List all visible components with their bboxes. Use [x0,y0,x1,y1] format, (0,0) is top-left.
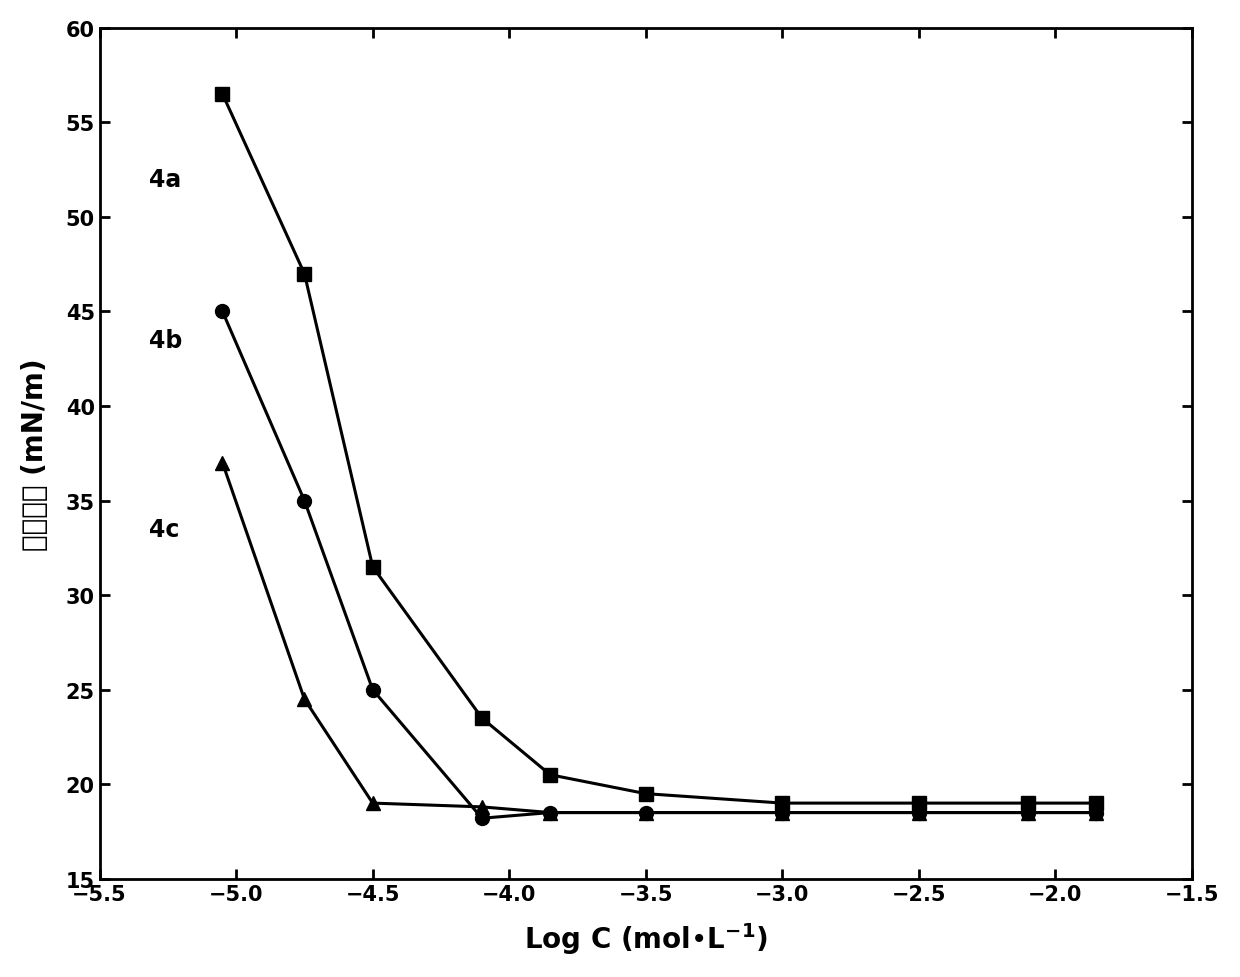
Text: 4c: 4c [149,518,179,541]
Text: 4a: 4a [149,168,181,191]
X-axis label: Log C (mol$\mathbf{•}$L$\mathbf{^{-1}}$): Log C (mol$\mathbf{•}$L$\mathbf{^{-1}}$) [523,920,768,956]
Y-axis label: 表面张力 (mN/m): 表面张力 (mN/m) [21,358,48,550]
Text: 4b: 4b [149,328,182,353]
